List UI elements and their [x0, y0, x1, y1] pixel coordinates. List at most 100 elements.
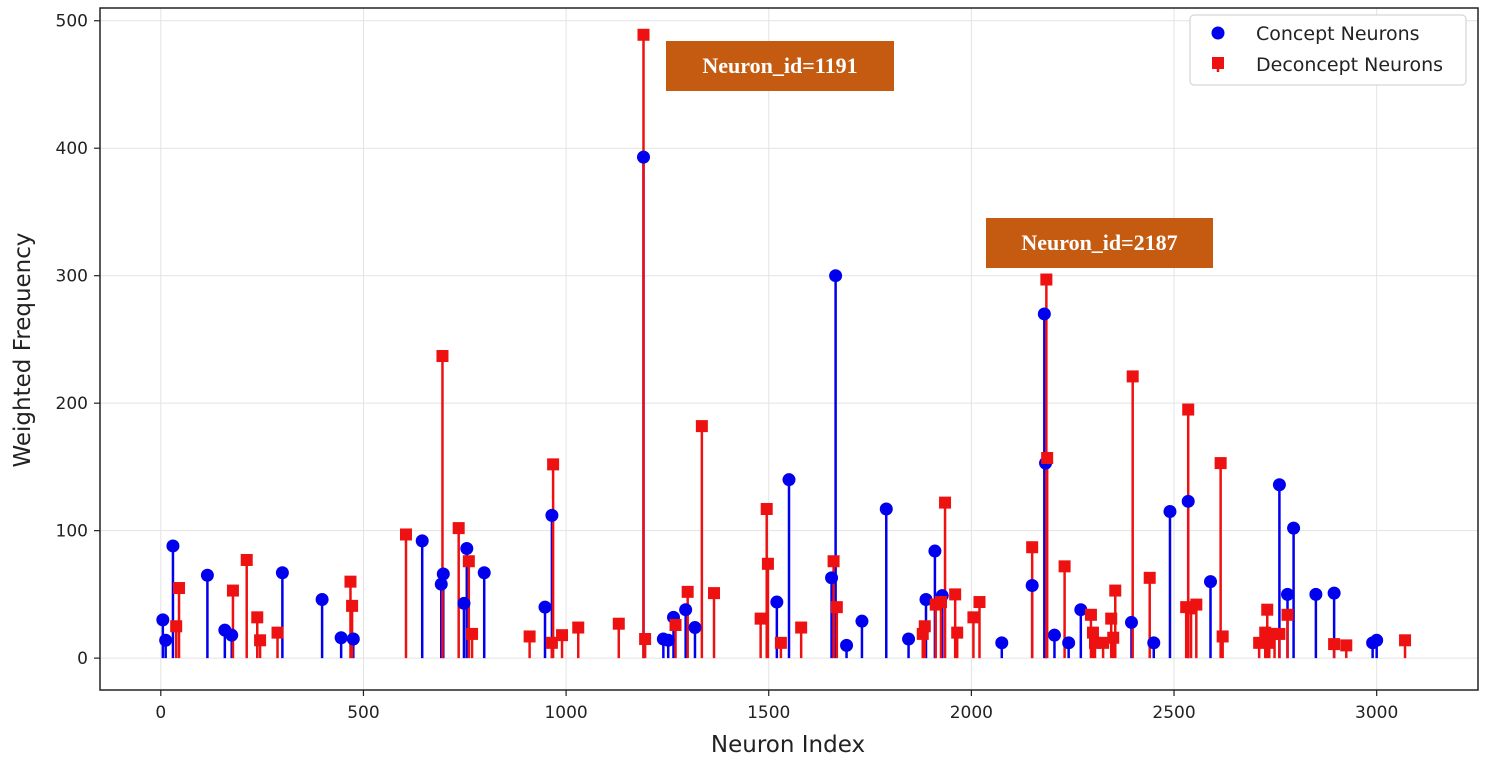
concept-marker	[770, 595, 784, 609]
deconcept-marker	[240, 553, 253, 566]
x-tick-label: 0	[155, 703, 166, 723]
concept-marker	[1309, 587, 1323, 601]
deconcept-marker	[761, 557, 774, 570]
concept-marker	[346, 632, 360, 646]
deconcept-marker	[681, 585, 694, 598]
deconcept-marker	[1328, 638, 1341, 651]
deconcept-marker	[1040, 273, 1053, 286]
concept-marker	[1047, 628, 1061, 642]
deconcept-marker	[939, 496, 952, 509]
concept-marker	[225, 628, 239, 642]
concept-marker	[1037, 307, 1051, 321]
x-axis-ticks: 0 500 1000 1500 2000 2500 3000	[155, 690, 1398, 723]
concept-marker	[919, 592, 933, 606]
deconcept-marker	[949, 588, 962, 601]
concept-marker	[840, 638, 854, 652]
concept-marker	[825, 571, 839, 585]
deconcept-marker	[346, 599, 359, 612]
deconcept-marker	[1084, 608, 1097, 621]
y-axis-ticks: 0 100 200 300 400 500	[56, 12, 100, 669]
deconcept-marker	[918, 620, 931, 633]
deconcept-marker	[708, 587, 721, 600]
legend-concept-marker	[1211, 26, 1225, 40]
x-tick-label: 3000	[1355, 703, 1398, 723]
concept-marker	[166, 539, 180, 553]
concept-marker	[460, 542, 474, 556]
concept-marker	[1370, 633, 1384, 647]
deconcept-marker	[1399, 634, 1412, 647]
concept-marker	[1204, 575, 1218, 589]
concept-marker	[200, 568, 214, 582]
concept-marker	[636, 150, 650, 164]
deconcept-marker	[1143, 571, 1156, 584]
concept-marker	[538, 600, 552, 614]
concept-marker	[902, 632, 916, 646]
concept-marker	[1281, 587, 1295, 601]
concept-marker	[1124, 615, 1138, 629]
x-tick-label: 1000	[544, 703, 587, 723]
deconcept-marker	[1041, 451, 1054, 464]
deconcept-marker	[1126, 370, 1139, 383]
concept-marker	[1272, 478, 1286, 492]
deconcept-marker	[951, 626, 964, 639]
deconcept-marker	[695, 420, 708, 433]
deconcept-marker	[399, 528, 412, 541]
y-tick-label: 0	[77, 649, 88, 669]
deconcept-marker	[271, 626, 284, 639]
deconcept-marker	[226, 584, 239, 597]
concept-marker	[1327, 586, 1341, 600]
concept-marker	[159, 633, 173, 647]
annotation-neuron-1191: Neuron_id=1191	[666, 41, 894, 91]
legend: Concept Neurons Deconcept Neurons	[1189, 14, 1467, 86]
deconcept-marker	[572, 621, 585, 634]
concept-marker	[315, 592, 329, 606]
deconcept-marker	[1109, 584, 1122, 597]
deconcept-marker	[344, 575, 357, 588]
concept-marker	[1163, 505, 1177, 519]
y-tick-label: 300	[56, 267, 88, 287]
deconcept-marker	[637, 28, 650, 41]
deconcept-marker	[1107, 631, 1120, 644]
deconcept-marker	[1273, 627, 1286, 640]
deconcept-marker	[827, 555, 840, 568]
deconcept-marker	[795, 621, 808, 634]
x-tick-label: 2000	[950, 703, 993, 723]
deconcept-marker	[1253, 636, 1266, 649]
concept-marker	[457, 596, 471, 610]
concept-marker	[434, 577, 448, 591]
y-tick-label: 400	[56, 139, 88, 159]
x-tick-label: 2500	[1152, 703, 1195, 723]
deconcept-marker	[466, 627, 479, 640]
concept-marker	[1025, 578, 1039, 592]
legend-frame	[1189, 14, 1467, 86]
deconcept-marker	[556, 629, 569, 642]
annotation-neuron-2187: Neuron_id=2187	[986, 218, 1213, 268]
concept-marker	[1074, 603, 1088, 617]
concept-marker	[415, 534, 429, 548]
deconcept-marker	[170, 620, 183, 633]
deconcept-marker	[830, 601, 843, 614]
deconcept-marker	[973, 596, 986, 609]
concept-marker	[1181, 494, 1195, 508]
concept-marker	[334, 631, 348, 645]
concept-marker	[855, 614, 869, 628]
concept-marker	[1062, 636, 1076, 650]
y-axis-label: Weighted Frequency	[10, 232, 36, 467]
concept-marker	[661, 633, 675, 647]
deconcept-marker	[1182, 403, 1195, 416]
deconcept-marker	[669, 618, 682, 631]
deconcept-marker	[967, 611, 980, 624]
deconcept-marker	[452, 522, 465, 535]
grid-lines	[100, 8, 1478, 690]
concept-marker	[782, 473, 796, 487]
concept-marker	[688, 621, 702, 635]
deconcept-marker	[1097, 636, 1110, 649]
concept-marker	[928, 544, 942, 558]
deconcept-marker	[1261, 603, 1274, 616]
plot-frame	[99, 7, 1479, 691]
legend-deconcept-label: Deconcept Neurons	[1256, 54, 1443, 76]
deconcept-marker	[254, 634, 267, 647]
concept-marker	[275, 566, 289, 580]
deconcept-marker	[760, 502, 773, 515]
deconcept-marker	[462, 555, 475, 568]
